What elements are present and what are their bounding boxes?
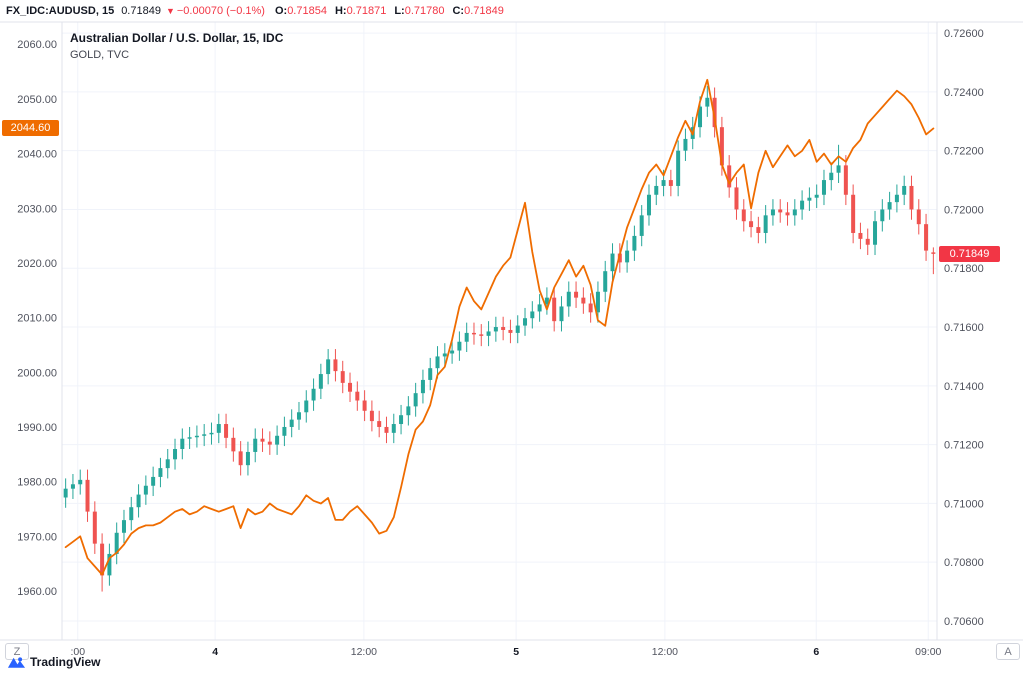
svg-text:0.72600: 0.72600: [944, 28, 984, 40]
svg-text:1960.00: 1960.00: [17, 586, 57, 598]
overlay-series-legend[interactable]: GOLD, TVC: [70, 49, 130, 61]
svg-text:0.71200: 0.71200: [944, 440, 984, 452]
svg-text:5: 5: [513, 646, 519, 658]
svg-text:0.72400: 0.72400: [944, 87, 984, 99]
left-price-axis[interactable]: 2060.00 2050.00 2040.00 2030.00 2020.00 2010.…: [17, 39, 57, 598]
main-series-legend[interactable]: Australian Dollar / U.S. Dollar, 15, IDC: [70, 31, 284, 45]
chart-legend: Australian Dollar / U.S. Dollar, 15, IDC…: [70, 31, 283, 61]
svg-text:0.71600: 0.71600: [944, 322, 984, 334]
change-value: −0.00070 (−0.1%): [176, 5, 265, 17]
svg-text:2000.00: 2000.00: [17, 367, 57, 379]
right-price-axis[interactable]: 0.72600 0.72400 0.72200 0.72000 0.71800 0.716…: [944, 28, 984, 628]
gold-overlay-line: [64, 78, 935, 576]
tradingview-logo-text: TradingView: [30, 655, 101, 669]
audusd-current-price-badge: 0.71849: [939, 245, 1000, 262]
grid-lines: [62, 22, 937, 640]
tradingview-logo[interactable]: TradingView: [7, 655, 100, 669]
symbol-name[interactable]: FX_IDC:AUDUSD, 15: [6, 5, 115, 17]
svg-text:4: 4: [212, 646, 218, 658]
last-price: 0.71849: [121, 5, 161, 17]
tradingview-logo-icon: [7, 657, 26, 668]
high-readout: H:0.71871: [334, 5, 387, 17]
svg-text:2060.00: 2060.00: [17, 39, 57, 51]
svg-text:1990.00: 1990.00: [17, 422, 57, 434]
down-arrow-icon: ▼: [165, 6, 175, 16]
svg-text:0.70800: 0.70800: [944, 557, 984, 569]
svg-text:12:00: 12:00: [652, 646, 678, 658]
svg-text:1970.00: 1970.00: [17, 531, 57, 543]
low-readout: L:0.71780: [394, 5, 445, 17]
svg-text::00: :00: [70, 646, 85, 658]
svg-text:0.70600: 0.70600: [944, 616, 984, 628]
auto-scale-button[interactable]: A: [996, 643, 1020, 660]
close-readout: C:0.71849: [452, 5, 504, 17]
svg-text:2050.00: 2050.00: [17, 94, 57, 106]
svg-text:2040.00: 2040.00: [17, 149, 57, 161]
symbol-info-bar[interactable]: FX_IDC:AUDUSD, 15 0.71849 ▼ −0.00070 (−0.…: [0, 0, 512, 22]
svg-text:09:00: 09:00: [915, 646, 941, 658]
pane-borders: [0, 21, 1023, 641]
open-readout: O:0.71854: [274, 5, 327, 17]
svg-text:0.71800: 0.71800: [944, 263, 984, 275]
svg-text:2020.00: 2020.00: [17, 258, 57, 270]
candlestick-series: [63, 86, 936, 592]
price-change: ▼ −0.00070 (−0.1%): [166, 5, 265, 17]
time-axis[interactable]: :00 4 12:00 5 12:00 6 09:00: [70, 646, 941, 658]
svg-text:0.72000: 0.72000: [944, 204, 984, 216]
svg-text:2030.00: 2030.00: [17, 203, 57, 215]
svg-text:2010.00: 2010.00: [17, 313, 57, 325]
gold-current-price-badge: 2044.60: [2, 120, 59, 137]
svg-text:6: 6: [813, 646, 819, 658]
svg-text:12:00: 12:00: [351, 646, 377, 658]
svg-text:1980.00: 1980.00: [17, 477, 57, 489]
svg-text:0.71000: 0.71000: [944, 498, 984, 510]
svg-text:0.72200: 0.72200: [944, 146, 984, 158]
timezone-button[interactable]: Z: [5, 643, 29, 660]
svg-text:0.71400: 0.71400: [944, 381, 984, 393]
